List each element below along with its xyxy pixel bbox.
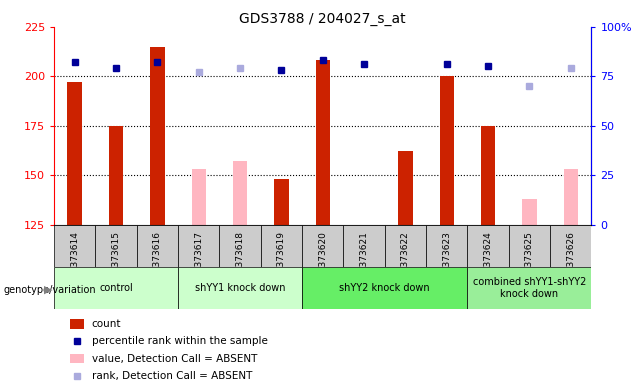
Bar xyxy=(563,169,578,225)
Bar xyxy=(439,76,454,225)
Bar xyxy=(467,225,509,267)
Text: genotype/variation: genotype/variation xyxy=(3,285,96,295)
Text: GSM373620: GSM373620 xyxy=(318,231,328,286)
Text: GSM373625: GSM373625 xyxy=(525,231,534,286)
Bar xyxy=(467,267,591,309)
Bar xyxy=(343,225,385,267)
Bar xyxy=(70,354,83,363)
Text: GSM373626: GSM373626 xyxy=(566,231,576,286)
Text: GSM373616: GSM373616 xyxy=(153,231,162,286)
Text: combined shYY1-shYY2
knock down: combined shYY1-shYY2 knock down xyxy=(473,277,586,299)
Bar xyxy=(178,267,302,309)
Bar xyxy=(509,225,550,267)
Text: GSM373619: GSM373619 xyxy=(277,231,286,286)
Bar xyxy=(233,161,247,225)
Bar xyxy=(315,61,330,225)
Bar xyxy=(219,225,261,267)
Bar xyxy=(109,126,123,225)
Bar xyxy=(137,225,178,267)
Bar xyxy=(426,225,467,267)
Bar xyxy=(302,267,467,309)
Text: shYY1 knock down: shYY1 knock down xyxy=(195,283,286,293)
Bar xyxy=(302,225,343,267)
Text: GSM373621: GSM373621 xyxy=(359,231,369,286)
Bar xyxy=(54,267,178,309)
Bar xyxy=(150,47,165,225)
Bar xyxy=(274,179,289,225)
Bar xyxy=(522,199,537,225)
Bar xyxy=(261,225,302,267)
Bar xyxy=(67,82,82,225)
Text: GSM373624: GSM373624 xyxy=(483,231,493,286)
Text: percentile rank within the sample: percentile rank within the sample xyxy=(92,336,268,346)
Text: count: count xyxy=(92,319,121,329)
Text: value, Detection Call = ABSENT: value, Detection Call = ABSENT xyxy=(92,354,257,364)
Bar xyxy=(54,225,95,267)
Bar xyxy=(550,225,591,267)
Title: GDS3788 / 204027_s_at: GDS3788 / 204027_s_at xyxy=(240,12,406,26)
Bar xyxy=(398,151,413,225)
Text: ▶: ▶ xyxy=(44,285,52,295)
Text: rank, Detection Call = ABSENT: rank, Detection Call = ABSENT xyxy=(92,371,252,381)
Text: GSM373614: GSM373614 xyxy=(70,231,80,286)
Bar xyxy=(178,225,219,267)
Text: control: control xyxy=(99,283,133,293)
Text: GSM373623: GSM373623 xyxy=(442,231,452,286)
Text: GSM373617: GSM373617 xyxy=(194,231,204,286)
Bar xyxy=(191,169,206,225)
Text: shYY2 knock down: shYY2 knock down xyxy=(340,283,430,293)
Bar xyxy=(95,225,137,267)
Bar xyxy=(70,319,83,329)
Text: GSM373618: GSM373618 xyxy=(235,231,245,286)
Text: GSM373615: GSM373615 xyxy=(111,231,121,286)
Text: GSM373622: GSM373622 xyxy=(401,231,410,286)
Bar xyxy=(385,225,426,267)
Bar xyxy=(481,126,495,225)
